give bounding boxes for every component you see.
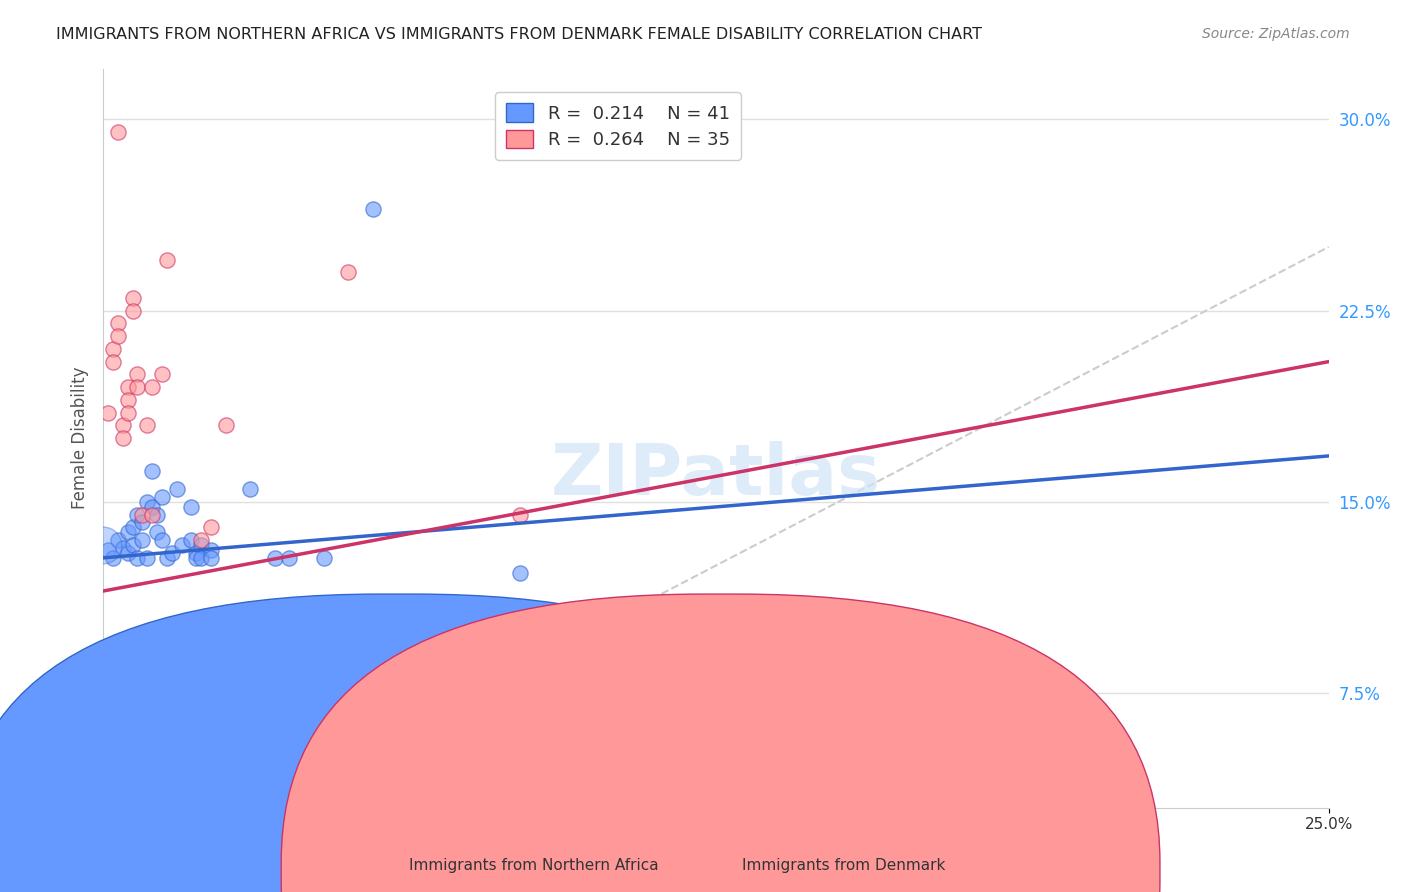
- Point: [101, 354, 124, 368]
- Point: [170, 538, 193, 552]
- Point: [101, 342, 124, 356]
- Point: [97, 406, 120, 420]
- Point: [146, 719, 169, 733]
- Text: Immigrants from Northern Africa: Immigrants from Northern Africa: [409, 858, 659, 872]
- Point: [170, 711, 193, 725]
- Point: [200, 543, 222, 558]
- Point: [156, 252, 179, 267]
- Point: [170, 724, 193, 739]
- Point: [91, 538, 114, 552]
- Point: [200, 550, 222, 565]
- Text: IMMIGRANTS FROM NORTHERN AFRICA VS IMMIGRANTS FROM DENMARK FEMALE DISABILITY COR: IMMIGRANTS FROM NORTHERN AFRICA VS IMMIG…: [56, 27, 983, 42]
- Point: [166, 711, 188, 725]
- Point: [121, 303, 143, 318]
- Text: ZIPatlas: ZIPatlas: [551, 441, 882, 509]
- Point: [150, 533, 173, 547]
- Point: [107, 125, 129, 139]
- Point: [117, 525, 139, 540]
- Point: [312, 550, 335, 565]
- Text: Immigrants from Denmark: Immigrants from Denmark: [742, 858, 945, 872]
- Point: [131, 508, 153, 522]
- Point: [229, 711, 252, 725]
- Y-axis label: Female Disability: Female Disability: [72, 367, 89, 509]
- Point: [288, 673, 311, 688]
- Point: [337, 265, 360, 279]
- Point: [150, 368, 173, 382]
- Legend: R =  0.214    N = 41, R =  0.264    N = 35: R = 0.214 N = 41, R = 0.264 N = 35: [495, 93, 741, 160]
- Point: [146, 508, 169, 522]
- Point: [136, 418, 159, 433]
- Point: [509, 508, 531, 522]
- Point: [127, 380, 149, 394]
- Point: [239, 482, 262, 496]
- Point: [121, 538, 143, 552]
- Point: [166, 711, 188, 725]
- Point: [180, 533, 202, 547]
- Point: [150, 490, 173, 504]
- Point: [107, 533, 129, 547]
- Point: [141, 508, 163, 522]
- Point: [111, 431, 134, 445]
- Point: [101, 550, 124, 565]
- Point: [131, 515, 153, 529]
- Point: [200, 520, 222, 534]
- Point: [131, 533, 153, 547]
- Point: [121, 291, 143, 305]
- Point: [160, 724, 183, 739]
- Point: [136, 550, 159, 565]
- Point: [117, 546, 139, 560]
- Point: [215, 418, 238, 433]
- Point: [136, 495, 159, 509]
- Point: [117, 380, 139, 394]
- Point: [141, 500, 163, 514]
- Point: [111, 541, 134, 555]
- Point: [127, 508, 149, 522]
- Point: [111, 418, 134, 433]
- Point: [166, 482, 188, 496]
- Point: [156, 550, 179, 565]
- Point: [190, 538, 212, 552]
- Point: [361, 202, 384, 216]
- Point: [127, 368, 149, 382]
- Point: [141, 464, 163, 478]
- Point: [107, 317, 129, 331]
- Point: [97, 543, 120, 558]
- Point: [215, 673, 238, 688]
- Point: [117, 406, 139, 420]
- Point: [117, 392, 139, 407]
- Point: [190, 533, 212, 547]
- Point: [141, 380, 163, 394]
- Point: [186, 546, 208, 560]
- Point: [146, 525, 169, 540]
- Point: [127, 550, 149, 565]
- Point: [288, 693, 311, 707]
- Point: [180, 500, 202, 514]
- Point: [176, 719, 198, 733]
- Point: [263, 550, 285, 565]
- Point: [160, 546, 183, 560]
- Point: [803, 737, 825, 751]
- Point: [107, 329, 129, 343]
- Point: [121, 520, 143, 534]
- Point: [186, 550, 208, 565]
- Point: [509, 566, 531, 581]
- Point: [190, 550, 212, 565]
- Text: Source: ZipAtlas.com: Source: ZipAtlas.com: [1202, 27, 1350, 41]
- Point: [278, 550, 301, 565]
